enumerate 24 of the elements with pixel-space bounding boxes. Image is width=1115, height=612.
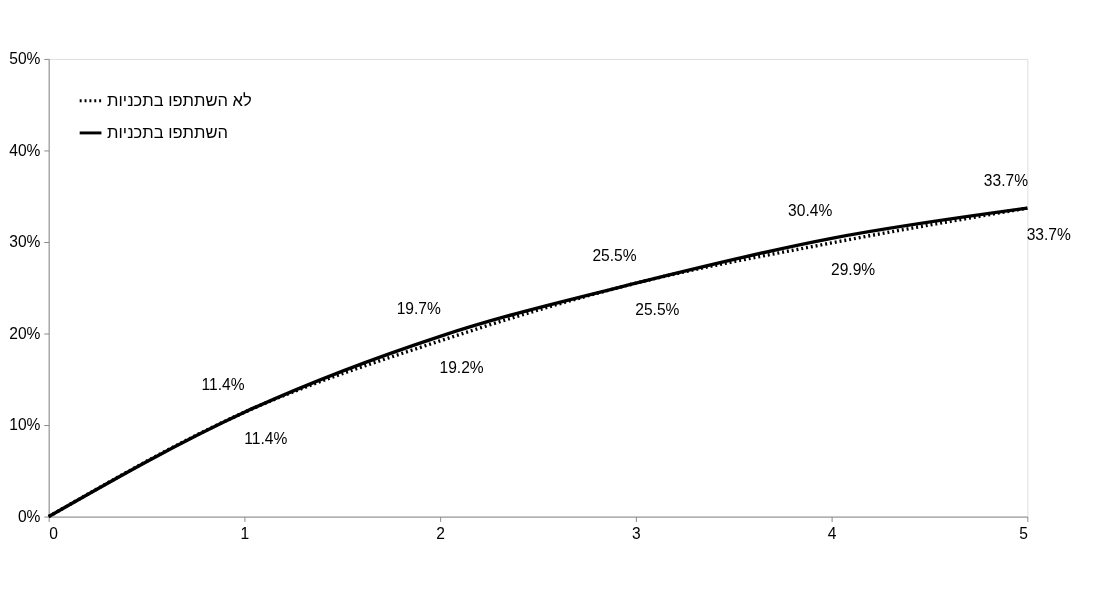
x-tick-label: 1 <box>240 524 250 542</box>
y-tick-label: 0% <box>17 507 41 525</box>
y-tick-label: 10% <box>9 416 41 434</box>
y-tick-label: 50% <box>9 50 41 68</box>
x-tick-label: 4 <box>827 524 837 542</box>
y-tick-label: 40% <box>9 141 41 159</box>
x-tick-label: 2 <box>436 524 445 542</box>
y-tick-label: 30% <box>9 233 41 251</box>
legend-label: לא השתתפו בתכניות <box>107 90 252 110</box>
legend-label: השתתפו בתכניות <box>107 122 229 142</box>
data-label: 19.7% <box>396 299 441 317</box>
data-label: 11.4% <box>244 430 288 448</box>
data-label: 11.4% <box>201 375 245 393</box>
data-label: 19.2% <box>439 358 484 376</box>
data-label: 33.7% <box>1026 226 1072 244</box>
x-tick-label: 0 <box>49 524 59 542</box>
data-label: 33.7% <box>983 171 1029 189</box>
data-label: 30.4% <box>788 201 833 219</box>
y-tick-label: 20% <box>9 324 41 342</box>
x-tick-label: 5 <box>1019 524 1029 542</box>
data-label: 29.9% <box>830 261 876 279</box>
x-tick-label: 3 <box>632 524 641 542</box>
data-label: 25.5% <box>592 246 637 264</box>
data-label: 25.5% <box>635 301 680 319</box>
